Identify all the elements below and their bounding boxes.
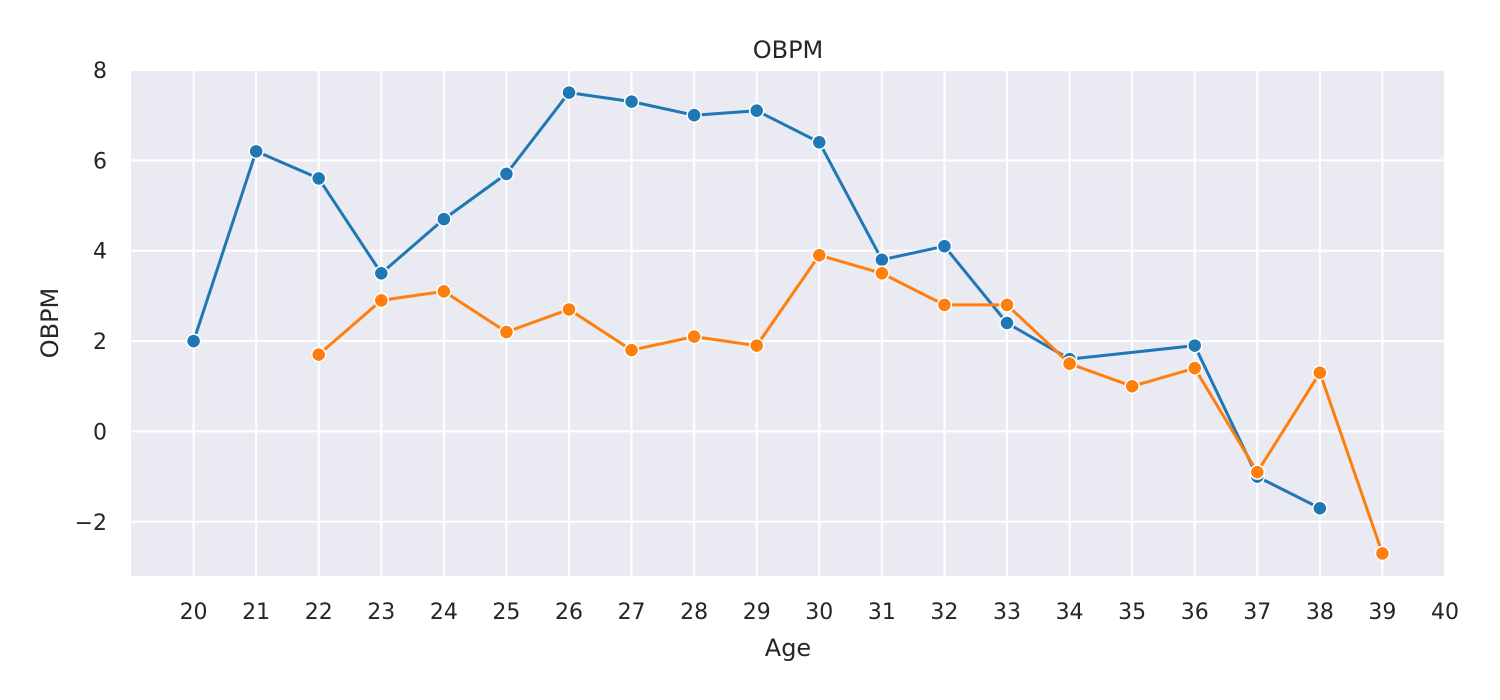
data-point [185,333,202,349]
x-tick-label: 40 [1431,600,1459,625]
y-tick-label: 4 [93,240,107,265]
y-axis-label: OBPM [36,288,64,359]
x-tick-label: 22 [305,600,333,625]
data-point [686,107,702,123]
x-tick-label: 28 [680,600,708,625]
data-point [498,166,515,182]
data-point [310,170,327,187]
data-point [748,337,765,354]
data-point [811,134,828,151]
plot-background [131,70,1445,576]
x-tick-label: 20 [180,600,208,625]
data-point [498,324,515,340]
x-tick-label: 31 [868,600,896,625]
data-point [623,342,640,358]
data-point [1186,337,1203,354]
x-tick-label: 25 [492,600,520,625]
y-tick-label: 0 [93,420,107,445]
x-axis-label: Age [765,634,811,662]
x-tick-label: 37 [1243,600,1271,625]
x-tick-label: 33 [993,600,1021,625]
data-point [310,346,327,363]
data-point [999,297,1015,313]
y-tick-labels: −2 0 2 4 6 8 [75,59,107,536]
data-point [623,93,640,110]
x-tick-label: 29 [743,600,771,625]
data-point [436,211,452,227]
y-tick-label: −2 [75,511,107,536]
x-tick-label: 21 [242,600,270,625]
x-tick-label: 34 [1056,600,1084,625]
series-line [192,91,1321,510]
y-tick-label: 6 [93,149,107,174]
x-tick-label: 35 [1118,600,1146,625]
x-tick-label: 24 [430,600,458,625]
data-point [561,301,577,318]
series-2 [310,247,1391,562]
data-point [561,84,577,101]
x-tick-label: 26 [555,600,583,625]
x-tick-label: 32 [930,600,958,625]
data-point [373,292,390,309]
data-point [874,252,890,268]
data-point [936,297,953,313]
x-tick-labels: 20 21 22 23 24 25 26 27 28 29 30 31 32 33 34 35 36 37 38 39… [180,600,1459,625]
data-point [936,238,953,254]
x-tick-label: 38 [1306,600,1334,625]
data-point [748,102,765,119]
data-point [1374,545,1391,562]
y-tick-label: 2 [93,330,107,355]
x-tick-label: 27 [618,600,646,625]
data-point [999,315,1015,331]
data-point [686,328,702,345]
data-point [373,265,390,282]
x-tick-label: 39 [1368,600,1396,625]
data-point [436,283,452,300]
series-layer [185,84,1391,562]
data-point [1312,500,1328,516]
data-point [1312,364,1328,381]
y-tick-label: 8 [93,59,107,84]
chart-title: OBPM [753,36,824,64]
data-point [1186,360,1203,376]
data-point [248,143,264,160]
data-point [1124,378,1140,394]
series-line [317,253,1384,554]
data-point [811,247,828,263]
data-point [1249,464,1266,480]
x-tick-label: 23 [367,600,395,625]
x-tick-label: 36 [1181,600,1209,625]
data-point [874,265,890,282]
x-tick-label: 30 [805,600,833,625]
data-point [1061,355,1078,372]
